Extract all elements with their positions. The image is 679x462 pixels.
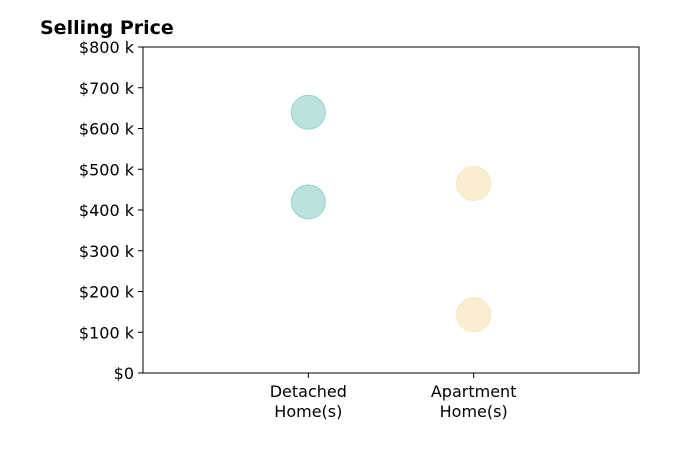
y-tick-label: $500 k xyxy=(79,160,135,179)
y-axis: $0 $100 k $200 k $300 k $400 k $500 k $600 k $7… xyxy=(79,38,143,383)
y-tick-label: $700 k xyxy=(79,79,135,98)
y-tick-label: $0 xyxy=(114,364,134,383)
data-points xyxy=(290,94,492,333)
x-tick-label: Detached Home(s) xyxy=(270,382,347,421)
x-axis: Detached Home(s) Apartment Home(s) xyxy=(270,373,517,421)
plot-frame xyxy=(142,46,640,374)
y-tick-label: $400 k xyxy=(79,201,135,220)
data-point xyxy=(456,297,492,333)
data-point xyxy=(290,94,326,130)
data-point xyxy=(456,166,492,202)
y-tick-label: $200 k xyxy=(79,283,135,302)
x-tick-label: Apartment Home(s) xyxy=(431,382,517,421)
y-tick-label: $300 k xyxy=(79,242,135,261)
chart-title: Selling Price xyxy=(40,17,174,39)
y-tick-label: $800 k xyxy=(79,38,135,57)
data-point xyxy=(290,184,326,220)
y-tick-label: $600 k xyxy=(79,120,135,139)
y-tick-label: $100 k xyxy=(79,323,135,342)
